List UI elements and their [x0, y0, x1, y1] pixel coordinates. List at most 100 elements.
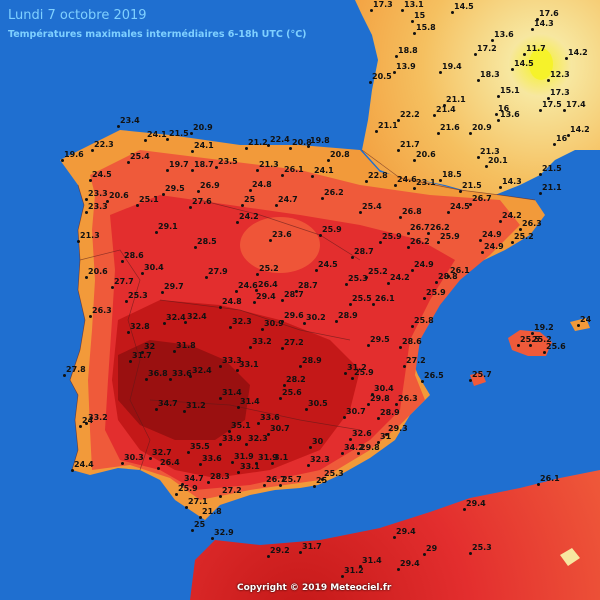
station-dot	[299, 365, 302, 368]
station-dot	[85, 276, 88, 279]
station-value: 21.8	[202, 507, 222, 516]
station-dot	[197, 190, 200, 193]
station-dot	[517, 344, 520, 347]
station-dot	[463, 508, 466, 511]
station-value: 28.8	[438, 272, 458, 281]
station-dot	[295, 290, 298, 293]
station-value: 33.6	[172, 369, 192, 378]
station-value: 3.1	[274, 453, 289, 462]
station-value: 32.3	[310, 455, 330, 464]
station-dot	[191, 169, 194, 172]
station-dot	[303, 322, 306, 325]
station-dot	[357, 452, 360, 455]
station-value: 35.1	[231, 421, 251, 430]
station-dot	[71, 469, 74, 472]
station-value: 25	[316, 476, 328, 485]
station-value: 32.4	[166, 313, 186, 322]
station-value: 18.5	[442, 170, 462, 179]
station-value: 20.1	[488, 156, 508, 165]
station-dot	[313, 485, 316, 488]
station-dot	[125, 300, 128, 303]
station-value: 25.6	[282, 388, 302, 397]
station-value: 20.6	[109, 191, 129, 200]
station-dot	[369, 81, 372, 84]
station-dot	[229, 326, 232, 329]
station-dot	[367, 344, 370, 347]
station-value: 32.3	[232, 317, 252, 326]
station-dot	[421, 380, 424, 383]
station-value: 27.2	[406, 356, 426, 365]
station-value: 31.7	[132, 351, 152, 360]
station-dot	[166, 169, 169, 172]
station-value: 23.6	[272, 230, 292, 239]
station-value: 32	[144, 342, 156, 351]
station-dot	[499, 186, 502, 189]
station-dot	[219, 365, 222, 368]
station-value: 25.2	[259, 264, 279, 273]
station-dot	[281, 320, 284, 323]
station-value: 23.3	[88, 202, 108, 211]
station-dot	[228, 430, 231, 433]
station-value: 26.7	[410, 223, 430, 232]
station-value: 29.4	[396, 527, 416, 536]
station-value: 33.2	[252, 337, 272, 346]
station-dot	[447, 275, 450, 278]
station-value: 19.4	[442, 62, 462, 71]
station-value: 25.6	[546, 342, 566, 351]
station-value: 31.2	[186, 401, 206, 410]
station-value: 16	[556, 134, 568, 143]
station-dot	[351, 256, 354, 259]
station-dot	[433, 114, 436, 117]
station-dot	[263, 484, 266, 487]
station-value: 29.5	[370, 335, 390, 344]
station-dot	[89, 315, 92, 318]
station-dot	[127, 161, 130, 164]
station-value: 13.6	[494, 30, 514, 39]
station-dot	[184, 321, 187, 324]
station-dot	[531, 28, 534, 31]
station-dot	[411, 269, 414, 272]
station-value: 26.2	[430, 223, 450, 232]
station-value: 24.6	[238, 281, 258, 290]
station-dot	[469, 132, 472, 135]
station-dot	[245, 443, 248, 446]
station-value: 33.6	[260, 413, 280, 422]
station-dot	[539, 192, 542, 195]
station-dot	[543, 351, 546, 354]
station-value: 28.6	[124, 251, 144, 260]
station-value: 28.6	[402, 337, 422, 346]
station-dot	[141, 351, 144, 354]
station-value: 29.5	[165, 184, 185, 193]
copyright: Copyright © 2019 Meteociel.fr	[237, 583, 392, 593]
station-dot	[427, 232, 430, 235]
station-dot	[141, 272, 144, 275]
station-value: 14.2	[568, 48, 588, 57]
map-subtitle: Températures maximales intermédiaires 6-…	[8, 29, 307, 40]
station-dot	[267, 144, 270, 147]
station-dot	[315, 269, 318, 272]
station-dot	[519, 228, 522, 231]
map-title: Lundi 7 octobre 2019	[8, 8, 147, 23]
station-dot	[189, 206, 192, 209]
station-dot	[387, 282, 390, 285]
station-dot	[253, 301, 256, 304]
station-value: 24.8	[252, 180, 272, 189]
station-dot	[307, 145, 310, 148]
station-dot	[411, 20, 414, 23]
station-value: 14.5	[514, 59, 534, 68]
station-value: 26.1	[540, 474, 560, 483]
station-value: 34.7	[184, 474, 204, 483]
station-value: 27.2	[284, 338, 304, 347]
station-dot	[281, 299, 284, 302]
station-dot	[111, 286, 114, 289]
station-dot	[372, 303, 375, 306]
station-dot	[249, 189, 252, 192]
station-dot	[577, 324, 580, 327]
station-dot	[335, 320, 338, 323]
station-value: 26.3	[522, 219, 542, 228]
station-value: 20.6	[416, 150, 436, 159]
station-dot	[269, 239, 272, 242]
station-dot	[231, 461, 234, 464]
station-value: 28.3	[210, 472, 230, 481]
station-value: 21.4	[436, 105, 456, 114]
